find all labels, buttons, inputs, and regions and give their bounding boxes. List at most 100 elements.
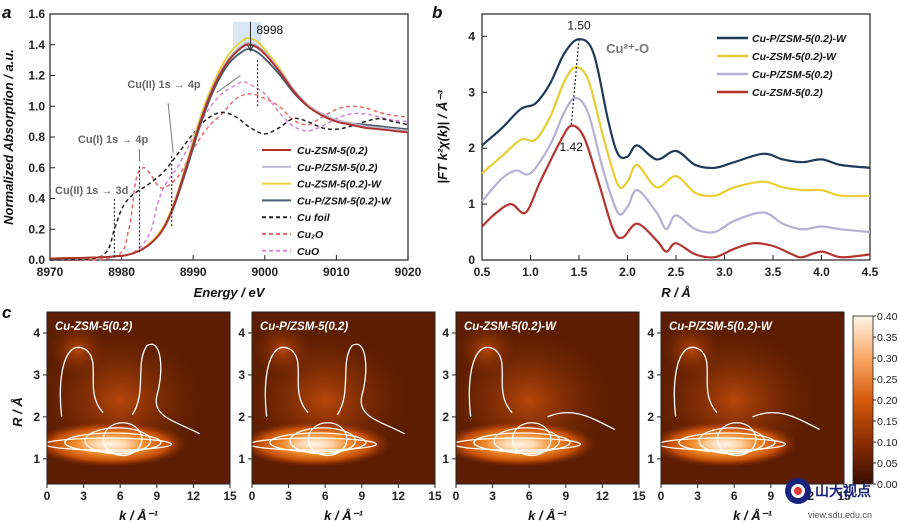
panel-c-map-contour (102, 422, 143, 457)
panel-b-xtick-label: 4.5 (862, 265, 879, 279)
panel-b-ytick-label: 1 (468, 197, 475, 211)
panel-c-xtick-label: 12 (187, 489, 201, 503)
panel-c-xlabel: k / Å⁻¹ (324, 508, 363, 523)
panel-a-legend-label: Cu-ZSM-5(0.2) (297, 145, 368, 157)
panel-c-map-contour (264, 346, 309, 417)
panel-c-xlabel: k / Å⁻¹ (528, 508, 567, 523)
panel-a-annotation-label: Cu(I) 1s → 4p (78, 134, 149, 146)
panel-c-xtick-label: 6 (117, 489, 124, 503)
panel-letter-a: a (2, 3, 11, 22)
panel-c-xtick-label: 9 (767, 489, 774, 503)
panel-c-xtick-label: 6 (526, 489, 533, 503)
panel-b-xtick-label: 0.5 (474, 265, 491, 279)
panel-a-xlabel: Energy / eV (194, 285, 266, 300)
panel-a-ytick-label: 1.0 (28, 99, 45, 113)
panel-c-colorbar-gradient (852, 315, 874, 485)
panel-c-colorbar-tick-label: 0.20 (877, 395, 898, 407)
panel-a-series-line (49, 93, 409, 261)
panel-a-8998-arrowhead (247, 44, 254, 53)
panel-b-legend-label: Cu-P/ZSM-5(0.2)-W (752, 33, 847, 45)
panel-c-colorbar-tick-label: 0.35 (877, 332, 898, 344)
panel-c-colorbar: 0.00 0.05 0.10 0.15 0.20 0.25 0.30 0.35 0.40 (852, 311, 898, 491)
panel-letter-c: c (2, 303, 12, 322)
panel-a-xtick-label: 8970 (37, 265, 64, 279)
panel-c-xtick-label: 3 (489, 489, 496, 503)
panel-b-xtick-label: 3.5 (765, 265, 782, 279)
panel-c-map-glow (662, 322, 721, 378)
panel-c-colorbar-tick-label: 0.00 (877, 479, 898, 491)
panel-c-xtick-label: 6 (322, 489, 329, 503)
panel-c-map-contour (336, 343, 405, 435)
panel-c-map-content (456, 312, 639, 484)
panel-c-ytick-label: 3 (647, 368, 654, 382)
panel-c-map-hotspot (661, 421, 798, 467)
panel-b-series-line (481, 38, 871, 170)
watermark: 山大视点 view.sdu.edu.cn (785, 478, 872, 520)
panel-c-ytick-label: 2 (442, 410, 449, 424)
panel-a-ylabel: Normalized Absorption / a.u. (1, 49, 16, 225)
panel-a-xtick-label: 9000 (251, 265, 278, 279)
panel-c-xlabel: k / Å⁻¹ (119, 508, 158, 523)
panel-b-annotations: 1.50 1.42 Cu²⁺-O (560, 19, 650, 154)
panel-c-map-contour (59, 346, 104, 417)
panel-a-ytick-label: 1.4 (28, 38, 45, 52)
panel-c-map-contour (131, 343, 200, 435)
panel-b-legend-label: Cu-ZSM-5(0.2) (752, 87, 823, 99)
panel-a-xanes-chart: 8970 8980 8990 9000 9010 9020 0.0 0.2 0.4 0.6 0.8 1… (1, 7, 422, 300)
panel-c-ytick-label: 2 (238, 410, 245, 424)
panel-a-legend-label: Cu-P/ZSM-5(0.2) (297, 162, 378, 174)
panel-c-xtick-label: 6 (731, 489, 738, 503)
panel-c-ytick-label: 4 (442, 326, 449, 340)
panel-a-xtick-label: 8980 (108, 265, 135, 279)
panel-c-map-contour (673, 346, 718, 417)
panel-c-map-contour (269, 432, 367, 453)
panel-a-ytick-label: 0.2 (28, 222, 45, 236)
panel-a-legend-label: Cu-ZSM-5(0.2)-W (297, 179, 382, 191)
panel-c-map-hotspot (252, 421, 391, 467)
panel-a-ytick-label: 0.4 (28, 192, 45, 206)
panel-c-ytick-label: 4 (238, 326, 245, 340)
panel-a-legend-label: Cu foil (297, 212, 331, 224)
panel-c-map-hotspot (47, 421, 188, 467)
panel-c-xtick-label: 15 (428, 489, 442, 503)
panel-a-annotations: 8998 Cu(II) 1s → 4p Cu(I) 1s → 4p Cu(II) 1s… (55, 21, 284, 257)
panel-c-xtick-label: 15 (837, 489, 851, 503)
panel-a-ytick-label: 0.8 (28, 130, 45, 144)
panel-c-xtick-label: 15 (632, 489, 646, 503)
panel-a-annotation-arrow (216, 75, 241, 93)
panel-c-map-label: Cu-P/ZSM-5(0.2)-W (669, 321, 773, 333)
panel-c-map-content (661, 312, 844, 484)
panel-c-ytick-label: 1 (647, 452, 654, 466)
panel-c-map-contour (64, 432, 162, 453)
panel-c-xtick-label: 9 (562, 489, 569, 503)
panel-a-ticks: 8970 8980 8990 9000 9010 9020 0.0 0.2 0.4 0.6 0.8 1… (28, 7, 421, 279)
panel-a-ytick-label: 1.2 (28, 69, 45, 83)
panel-a-annotation-arrow (167, 103, 174, 153)
panel-c-map-contour (547, 412, 615, 431)
panel-c-map-contour (678, 432, 776, 453)
panel-c-map-contour (716, 422, 757, 457)
panel-c-xtick-label: 12 (596, 489, 610, 503)
panel-c-map-contour (307, 422, 348, 457)
panel-a-series (49, 37, 409, 261)
panel-a-legend: Cu-ZSM-5(0.2) Cu-P/ZSM-5(0.2) Cu-ZSM-5(0.2… (262, 145, 392, 258)
panel-b-legend-label: Cu-P/ZSM-5(0.2) (752, 69, 833, 81)
panel-c-map-contour (289, 427, 357, 455)
panel-c-ytick-label: 2 (33, 410, 40, 424)
panel-c-colorbar-tick-label: 0.25 (877, 374, 898, 386)
panel-c-map-hotspot (456, 421, 597, 467)
panel-a-annotation-label: 8998 (256, 23, 283, 37)
panel-b-legend: Cu-P/ZSM-5(0.2)-W Cu-ZSM-5(0.2)-W Cu-P/ZSM… (717, 33, 847, 99)
panel-b-xtick-label: 2.5 (668, 265, 685, 279)
panel-c-map-glow (48, 322, 107, 378)
panel-a-xtick-label: 9010 (323, 265, 350, 279)
panel-c-map-frame (660, 311, 845, 485)
panel-b-xtick-label: 1.5 (571, 265, 588, 279)
watermark-text: 山大视点 (815, 483, 871, 499)
panel-a-ytick-label: 1.6 (28, 7, 45, 21)
panel-b-xtick-label: 1.0 (522, 265, 539, 279)
panel-a-xtick-label: 8990 (180, 265, 207, 279)
